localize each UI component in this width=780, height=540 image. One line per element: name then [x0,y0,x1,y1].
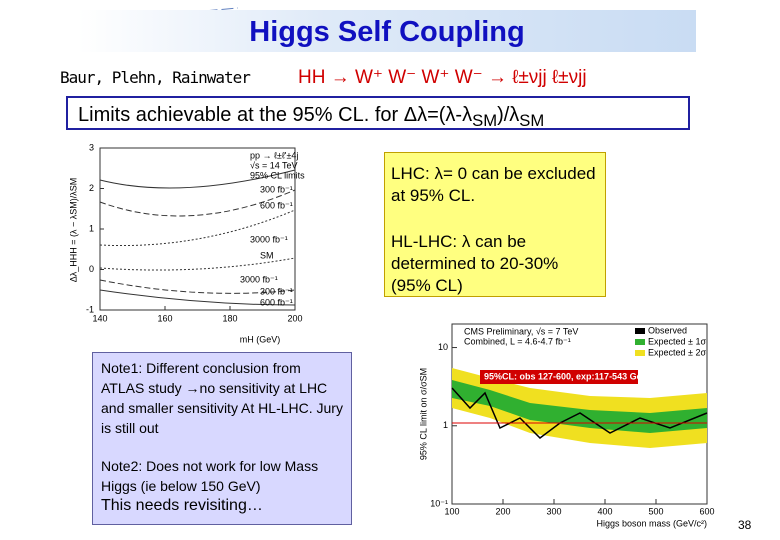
plot-header: CMS Preliminary, √s = 7 TeV [464,326,578,336]
curve-label: SM [260,250,274,260]
y-tick-label: 2 [89,183,94,193]
x-tick-label: 160 [157,313,172,323]
x-tick-label: 500 [648,506,663,516]
banner-text: Limits achievable at the 95% CL. for Δλ=… [78,104,473,126]
x-tick-label: 600 [699,506,714,516]
curve [99,289,296,306]
notes-box: Note1: Different conclusion from ATLAS s… [92,352,352,525]
x-tick-label: 300 [546,506,561,516]
y-tick-label: 10⁻¹ [430,498,448,508]
box-text: HL-LHC: λ can be determined to 20-30% (9… [391,232,559,295]
y-tick-label: -1 [86,304,94,314]
box-text: LHC: λ= 0 can be excluded at 95% CL. [391,164,596,205]
x-axis-label: mH (GeV) [240,334,281,344]
curve [99,209,296,247]
curve [99,169,296,189]
curve-label: 600 fb⁻¹ [260,200,293,210]
y-tick-label: 0 [89,264,94,274]
page-number: 38 [738,518,752,532]
y-tick-label: 1 [89,223,94,233]
y-axis-label: 95% CL limit on σ/σSM [418,368,428,460]
x-tick-label: 140 [92,313,107,323]
curve-label: 3000 fb⁻¹ [240,274,278,284]
curve [99,189,296,217]
legend-text: 95% CL limits [250,170,305,180]
legend-swatch [635,328,645,334]
x-tick-label: 200 [287,313,302,323]
result-text: 95%CL: obs 127-600, exp:117-543 GeV [484,371,648,381]
banner: Limits achievable at the 95% CL. for Δλ=… [66,96,690,130]
note: This needs revisiting… [101,497,263,514]
authors: Baur, Plehn, Rainwater [60,68,251,87]
curve [99,279,296,294]
x-tick-label: 400 [597,506,612,516]
legend-text: Observed [648,325,687,335]
title: Higgs Self Coupling [78,10,696,52]
x-tick-label: 200 [495,506,510,516]
banner-sub: SM [519,111,545,130]
x-axis-label: Higgs boson mass (GeV/c²) [596,518,707,528]
curve-label: 300 fb⁻¹ [260,184,293,194]
curve [99,257,296,271]
note: Note1: Different conclusion from ATLAS s… [101,360,343,436]
lhc-box: LHC: λ= 0 can be excluded at 95% CL. HL-L… [384,152,606,297]
y-axis-label: Δλ_HHH = (λ − λSM)/λSM [68,178,78,283]
legend-text: Expected ± 2σ [648,347,706,357]
note: Note2: Does not work for low Mass Higgs … [101,458,319,494]
legend-swatch [635,339,645,345]
banner-text: )/λ [497,104,520,126]
legend-swatch [635,350,645,356]
result-box [480,370,638,384]
curve-label: 300 fb⁻¹ [260,286,293,296]
x-tick-label: 180 [222,313,237,323]
observed [451,387,708,439]
curve-label: 600 fb⁻¹ [260,297,293,307]
x-tick-label: 100 [444,506,459,516]
legend-text: √s = 14 TeV [250,160,298,170]
plot-right: 100 200 300 400 500 600 10⁻¹ 1 10 Higgs boson mas… [418,323,715,528]
process: HH → W⁺ W⁻ W⁺ W⁻ → ℓ±νjj ℓ±νjj [298,67,587,88]
plot-header: Combined, L = 4.6-4.7 fb⁻¹ [464,336,571,346]
banner-sub: SM [472,111,498,130]
y-tick-label: 3 [89,142,94,152]
plot-left: 140 160 180 200 -1 0 1 2 3 mH (GeV) Δλ_HHH = (λ − … [68,142,305,344]
y-tick-label: 1 [443,420,448,430]
curve-label: 3000 fb⁻¹ [250,234,288,244]
y-tick-label: 10 [438,342,448,352]
legend-text: pp → ℓ±ℓ'±4j [250,150,298,160]
legend-text: Expected ± 1σ [648,336,706,346]
